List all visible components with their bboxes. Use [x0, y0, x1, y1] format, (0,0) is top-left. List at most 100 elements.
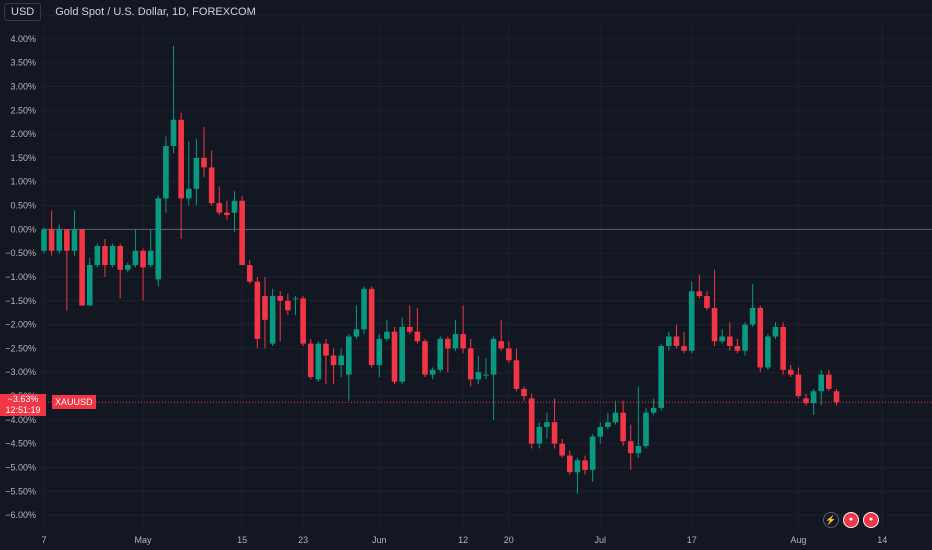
candle-body — [498, 341, 504, 349]
candle-body — [833, 391, 840, 403]
y-tick-label: 3.50% — [10, 58, 36, 68]
candle-body — [79, 229, 85, 306]
candle-body — [346, 336, 352, 375]
candle-body — [132, 250, 139, 266]
x-tick-label: 15 — [237, 535, 247, 545]
candle-body — [612, 412, 619, 423]
candle-body — [666, 336, 672, 347]
x-tick-label: 14 — [877, 535, 887, 545]
x-tick-label: Jul — [595, 535, 607, 545]
candle-body — [338, 355, 344, 366]
x-tick-label: Jun — [372, 535, 387, 545]
x-tick-label: 7 — [41, 535, 46, 545]
candle-body — [102, 245, 108, 266]
x-tick-label: 23 — [298, 535, 308, 545]
candle-body — [536, 426, 543, 444]
candle-body — [605, 422, 611, 427]
candle-body — [711, 307, 718, 342]
y-tick-label: −3.00% — [5, 367, 36, 377]
y-tick-label: −2.50% — [5, 343, 36, 353]
candle-body — [323, 343, 329, 356]
candle-body — [795, 374, 802, 397]
candle-body — [125, 265, 131, 270]
candle-body — [361, 288, 367, 330]
candle-body — [64, 229, 70, 251]
candle-body — [391, 331, 398, 382]
candle-body — [734, 346, 741, 351]
flag-icon[interactable]: ● — [843, 512, 859, 528]
candle-body — [109, 245, 116, 266]
y-tick-label: 0.00% — [10, 224, 36, 234]
candle-body — [437, 338, 444, 370]
candle-body — [742, 324, 748, 351]
candle-body — [551, 422, 558, 444]
candle-body — [94, 245, 101, 266]
y-tick-label: 2.50% — [10, 105, 36, 115]
candle-body — [528, 398, 535, 444]
candle-body — [429, 369, 436, 375]
candle-body — [300, 298, 306, 344]
candle-body — [155, 198, 162, 280]
x-tick-label: 17 — [687, 535, 697, 545]
y-tick-label: 3.00% — [10, 81, 36, 91]
candle-body — [727, 336, 733, 347]
candle-body — [490, 338, 497, 375]
candle-body — [673, 336, 680, 347]
candle-body — [765, 336, 771, 368]
candle-body — [627, 441, 634, 454]
currency-button[interactable]: USD — [4, 3, 42, 21]
candle-body — [178, 119, 184, 199]
candle-body — [780, 326, 786, 370]
candle-body — [330, 355, 337, 366]
candle-body — [483, 374, 489, 376]
candle-body — [216, 203, 223, 213]
candle-body — [422, 341, 428, 375]
candle-body — [559, 443, 565, 456]
chart-header: USD Gold Spot / U.S. Dollar, 1D, FOREXCO… — [0, 0, 256, 24]
candle-body — [86, 265, 93, 306]
candle-body — [818, 374, 825, 392]
countdown-text: 12:51:19 — [5, 405, 41, 416]
candle-body — [475, 372, 482, 380]
y-tick-label: −4.50% — [5, 439, 36, 449]
y-tick-label: −0.50% — [5, 248, 36, 258]
y-tick-label: −2.00% — [5, 320, 36, 330]
candle-body — [307, 343, 314, 377]
candle-body — [384, 331, 390, 339]
candle-body — [262, 296, 268, 320]
y-tick-label: 0.50% — [10, 201, 36, 211]
flag-icon[interactable]: ● — [863, 512, 879, 528]
candle-body — [163, 145, 169, 199]
candle-body — [696, 291, 703, 297]
candle-body — [597, 426, 604, 437]
y-tick-label: −1.50% — [5, 296, 36, 306]
candle-body — [231, 200, 238, 213]
lightning-icon[interactable]: ⚡ — [823, 512, 839, 528]
candle-body — [589, 436, 596, 470]
candle-body — [368, 288, 375, 366]
candle-body — [826, 374, 832, 389]
y-tick-label: −1.00% — [5, 272, 36, 282]
candle-body — [445, 338, 451, 349]
candle-body — [513, 360, 520, 389]
candle-body — [315, 343, 322, 380]
y-tick-label: 4.00% — [10, 34, 36, 44]
candle-body — [574, 460, 581, 473]
x-tick-label: 20 — [504, 535, 514, 545]
candle-body — [224, 212, 230, 216]
candle-body — [147, 250, 154, 266]
x-tick-label: Aug — [790, 535, 806, 545]
candle-body — [277, 296, 284, 301]
candle-body — [688, 291, 695, 351]
candle-body — [239, 200, 245, 266]
candle-body — [658, 346, 665, 408]
y-tick-label: −5.00% — [5, 462, 36, 472]
candle-body — [406, 326, 413, 332]
candle-body — [193, 157, 200, 189]
candle-body — [704, 296, 710, 308]
candle-body — [719, 336, 725, 342]
candle-body — [254, 281, 261, 339]
candle-body — [467, 348, 474, 380]
candle-body — [566, 455, 573, 473]
